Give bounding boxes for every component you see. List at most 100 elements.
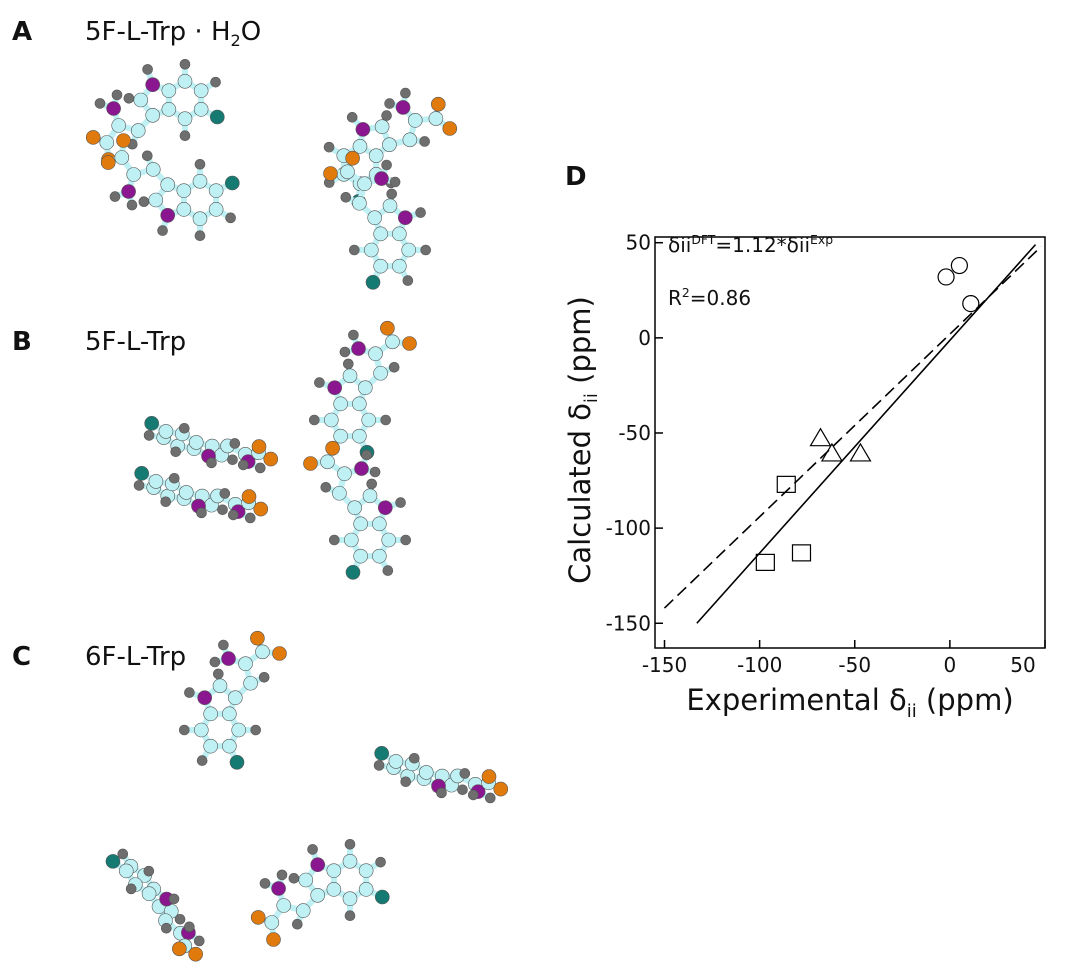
point bbox=[755, 553, 775, 571]
atom bbox=[459, 768, 471, 779]
atom bbox=[352, 396, 367, 412]
atom bbox=[374, 119, 390, 135]
atom bbox=[253, 501, 269, 517]
atom bbox=[194, 722, 209, 738]
y-tick-label: -50 bbox=[618, 421, 651, 445]
atom bbox=[380, 414, 392, 426]
atom bbox=[358, 882, 374, 897]
atom bbox=[402, 336, 417, 351]
atom bbox=[254, 462, 266, 474]
atom bbox=[231, 722, 246, 738]
atom bbox=[291, 918, 303, 930]
atom bbox=[263, 451, 279, 467]
atom bbox=[382, 137, 397, 152]
atom bbox=[114, 150, 130, 165]
atom bbox=[384, 98, 395, 109]
atom bbox=[342, 358, 354, 370]
atom bbox=[374, 171, 389, 186]
atom bbox=[193, 83, 209, 98]
point bbox=[962, 294, 980, 313]
atom bbox=[117, 848, 129, 860]
atom bbox=[243, 675, 258, 691]
atom bbox=[148, 474, 164, 489]
atom bbox=[244, 512, 256, 524]
x-tick-label: 0 bbox=[944, 653, 957, 677]
point bbox=[849, 442, 872, 462]
atom bbox=[109, 191, 121, 202]
atom bbox=[380, 320, 395, 336]
panel-caption-part: 5F-L-Trp bbox=[85, 327, 186, 357]
atom bbox=[326, 863, 342, 878]
atom bbox=[385, 334, 400, 350]
atom bbox=[346, 112, 358, 123]
atom bbox=[381, 110, 392, 121]
atom bbox=[208, 183, 224, 198]
atom bbox=[145, 162, 161, 177]
atom bbox=[327, 380, 343, 396]
x-axis-label-part: ii bbox=[907, 701, 917, 722]
atom bbox=[266, 932, 281, 947]
atom bbox=[192, 211, 208, 226]
atom bbox=[272, 646, 287, 661]
atom bbox=[320, 481, 332, 493]
atom bbox=[144, 416, 159, 431]
atom bbox=[193, 935, 205, 947]
atom bbox=[320, 454, 335, 470]
y-axis-label-part: (ppm) bbox=[563, 296, 597, 393]
atom bbox=[258, 671, 270, 683]
atom bbox=[197, 690, 212, 706]
atom bbox=[419, 136, 430, 147]
atom bbox=[365, 274, 381, 290]
atom bbox=[467, 789, 479, 801]
atom bbox=[373, 226, 388, 242]
atom bbox=[194, 230, 206, 241]
atom bbox=[157, 225, 168, 236]
atom bbox=[178, 485, 194, 500]
atom bbox=[368, 346, 383, 362]
atom bbox=[353, 548, 368, 564]
atom bbox=[323, 412, 339, 428]
y-tick-label: 0 bbox=[638, 326, 651, 350]
atom bbox=[208, 202, 224, 217]
atom bbox=[178, 422, 190, 434]
atom bbox=[372, 516, 387, 532]
point bbox=[809, 427, 832, 447]
atom bbox=[229, 438, 241, 449]
atom bbox=[352, 195, 367, 211]
annotation: R2=0.86 bbox=[668, 285, 751, 310]
atom bbox=[184, 687, 195, 698]
atom bbox=[408, 752, 420, 764]
atom bbox=[484, 792, 496, 804]
atom bbox=[342, 853, 358, 869]
atom bbox=[314, 377, 325, 388]
atom bbox=[400, 776, 412, 788]
atom bbox=[361, 412, 377, 428]
atom bbox=[123, 93, 135, 104]
atom bbox=[196, 507, 207, 519]
atom bbox=[308, 414, 320, 426]
panel-caption: 6F-L-Trp bbox=[85, 642, 186, 672]
atom bbox=[369, 466, 381, 478]
atom bbox=[160, 496, 172, 508]
atom bbox=[161, 922, 172, 934]
annotation-part: R bbox=[668, 286, 682, 310]
x-tick-label: -100 bbox=[737, 653, 782, 677]
atom bbox=[250, 630, 265, 646]
panel-label: A bbox=[12, 17, 32, 47]
annotation: δiiDFT=1.12*δiiExp bbox=[668, 232, 833, 257]
atom bbox=[184, 921, 195, 933]
atom bbox=[303, 456, 318, 471]
atom bbox=[295, 903, 311, 918]
atom bbox=[326, 882, 342, 897]
atom bbox=[203, 738, 218, 754]
atom bbox=[373, 258, 388, 274]
atom bbox=[344, 838, 356, 850]
atom bbox=[395, 497, 406, 508]
atom bbox=[125, 883, 137, 895]
atom bbox=[111, 89, 123, 101]
point bbox=[950, 256, 968, 275]
atom bbox=[353, 516, 368, 532]
atom bbox=[288, 872, 300, 884]
panel-caption-part: 5F-L-Trp · H bbox=[85, 17, 231, 47]
